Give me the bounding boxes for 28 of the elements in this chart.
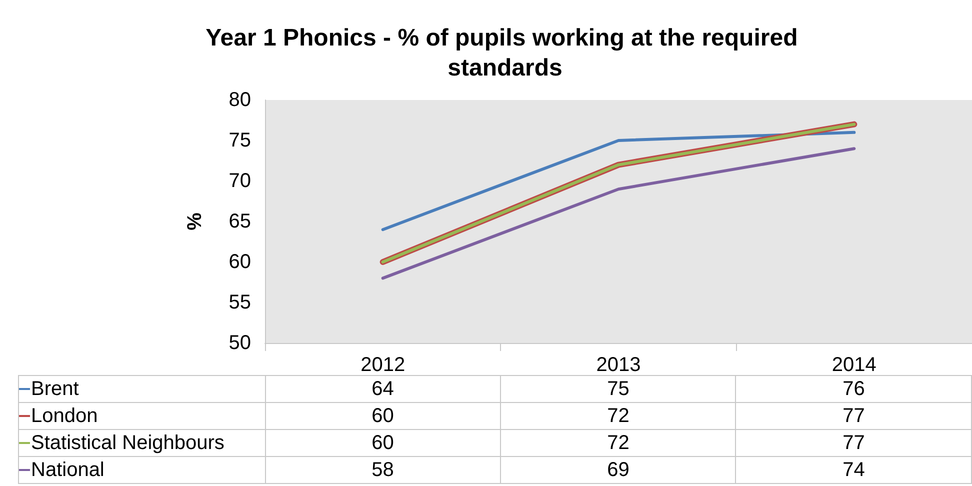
- data-label: 69: [500, 456, 736, 484]
- data-label: 60: [265, 430, 500, 456]
- data-label: 74: [736, 456, 972, 484]
- x-tick-label: 2012: [360, 354, 406, 376]
- data-label: 76: [736, 376, 972, 402]
- x-tick-label: 2013: [596, 354, 641, 376]
- legend-label: National: [18, 456, 266, 484]
- data-label: 72: [500, 430, 736, 456]
- y-tick-label: 50: [228, 332, 251, 354]
- data-label: 75: [500, 376, 736, 402]
- data-label: 72: [500, 402, 736, 430]
- y-tick-label: 60: [228, 251, 251, 273]
- y-tick-label: 70: [228, 170, 251, 192]
- legend-label: Statistical Neighbours: [18, 430, 266, 456]
- y-tick-label: 80: [228, 89, 251, 111]
- y-axis-title: %: [184, 212, 206, 230]
- data-label: 77: [736, 430, 972, 456]
- data-label: 77: [736, 402, 972, 430]
- data-label: 60: [265, 402, 500, 430]
- y-tick-label: 75: [228, 130, 251, 152]
- data-label: 58: [265, 456, 500, 484]
- legend-label: Brent: [18, 376, 266, 402]
- data-label: 64: [265, 376, 500, 402]
- legend-label: London: [18, 402, 266, 430]
- y-tick-label: 65: [228, 210, 251, 232]
- chart-title: Year 1 Phonics - % of pupils working at the required standards: [206, 24, 804, 82]
- y-tick-label: 55: [228, 292, 251, 314]
- x-tick-label: 2014: [832, 354, 876, 376]
